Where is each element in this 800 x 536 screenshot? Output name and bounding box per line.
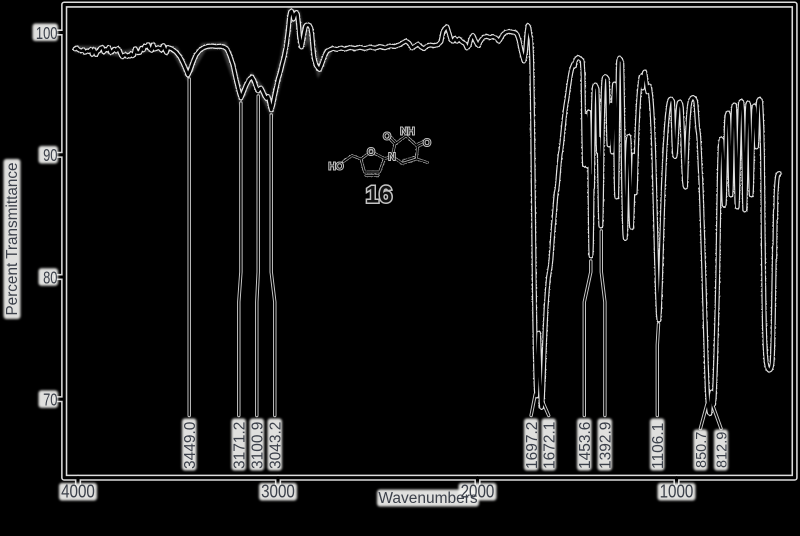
svg-text:16: 16 — [366, 182, 393, 209]
svg-text:N: N — [388, 152, 395, 163]
svg-text:Percent Transmittance: Percent Transmittance — [4, 162, 21, 315]
svg-text:O: O — [383, 131, 391, 142]
svg-text:3171.2: 3171.2 — [232, 422, 249, 469]
svg-text:2000: 2000 — [461, 481, 495, 502]
svg-text:1392.9: 1392.9 — [598, 422, 615, 469]
svg-text:90: 90 — [43, 146, 57, 165]
svg-text:812.9: 812.9 — [714, 432, 730, 468]
svg-text:NH: NH — [400, 126, 414, 137]
svg-text:1000: 1000 — [660, 481, 694, 502]
svg-text:3043.2: 3043.2 — [268, 422, 285, 469]
svg-text:1106.1: 1106.1 — [650, 423, 667, 469]
svg-text:O: O — [423, 138, 431, 149]
svg-text:1453.6: 1453.6 — [577, 422, 594, 469]
svg-text:3100.9: 3100.9 — [250, 422, 267, 469]
svg-text:3000: 3000 — [261, 481, 295, 502]
svg-text:HO: HO — [329, 161, 344, 172]
svg-text:3449.0: 3449.0 — [182, 421, 199, 469]
svg-text:850.7: 850.7 — [694, 432, 710, 468]
svg-text:70: 70 — [43, 391, 57, 410]
svg-text:1697.2: 1697.2 — [524, 422, 541, 469]
svg-text:1672.1: 1672.1 — [542, 422, 559, 469]
svg-text:80: 80 — [43, 269, 57, 288]
svg-text:100: 100 — [36, 24, 58, 43]
svg-text:O: O — [367, 147, 375, 158]
svg-text:Wavenumbers: Wavenumbers — [378, 490, 478, 507]
svg-text:4000: 4000 — [61, 481, 95, 502]
